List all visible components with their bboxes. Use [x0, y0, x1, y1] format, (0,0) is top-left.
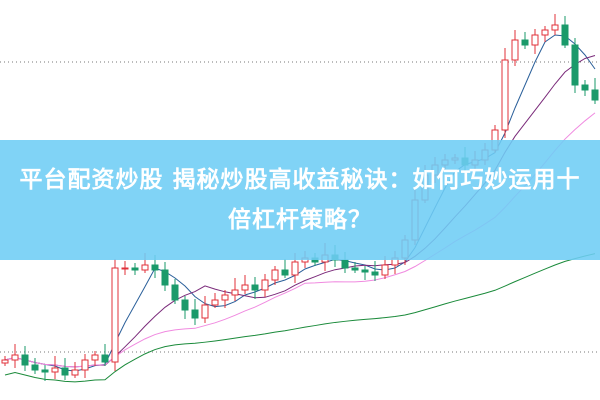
candle-down	[131, 267, 139, 271]
candle-down	[101, 354, 109, 363]
candle-down	[61, 367, 69, 376]
candle-down	[191, 309, 199, 319]
ma60-line	[4, 253, 596, 383]
candle-down	[151, 264, 159, 271]
candle-down	[521, 39, 529, 46]
candle-up	[501, 59, 509, 131]
candle-up	[271, 269, 279, 281]
candle-up	[551, 24, 559, 31]
candle-up	[81, 359, 89, 371]
candle-up	[1, 359, 9, 364]
candle-up	[381, 264, 389, 276]
candle-down	[371, 271, 379, 276]
candle-down	[41, 369, 49, 373]
candle-down	[181, 299, 189, 311]
candle-up	[261, 279, 269, 291]
candle-down	[581, 84, 589, 91]
candle-down	[351, 267, 359, 271]
candle-down	[161, 269, 169, 286]
candle-down	[341, 259, 349, 269]
candle-up	[11, 354, 19, 361]
candle-up	[121, 267, 129, 270]
candle-up	[211, 299, 219, 306]
candle-up	[141, 264, 149, 271]
candle-down	[361, 269, 369, 273]
article-title: 平台配资炒股 揭秘炒股高收益秘诀：如何巧妙运用十倍杠杆策略？	[19, 167, 581, 233]
candle-down	[591, 89, 599, 101]
title-banner: 平台配资炒股 揭秘炒股高收益秘诀：如何巧妙运用十倍杠杆策略？	[0, 140, 600, 260]
candle-down	[171, 284, 179, 301]
candle-up	[511, 39, 519, 61]
candle-up	[201, 304, 209, 319]
candle-down	[251, 284, 259, 291]
candle-up	[541, 29, 549, 36]
candle-up	[51, 367, 59, 373]
candle-down	[571, 44, 579, 86]
candle-down	[31, 364, 39, 371]
candle-up	[231, 289, 239, 296]
candle-down	[281, 269, 289, 276]
candle-up	[111, 267, 119, 363]
candle-up	[71, 369, 79, 376]
candle-up	[241, 284, 249, 291]
candle-down	[561, 24, 569, 46]
candle-up	[221, 294, 229, 301]
candle-up	[91, 354, 99, 361]
candle-up	[531, 34, 539, 46]
candle-up	[291, 261, 299, 276]
candle-down	[21, 354, 29, 366]
